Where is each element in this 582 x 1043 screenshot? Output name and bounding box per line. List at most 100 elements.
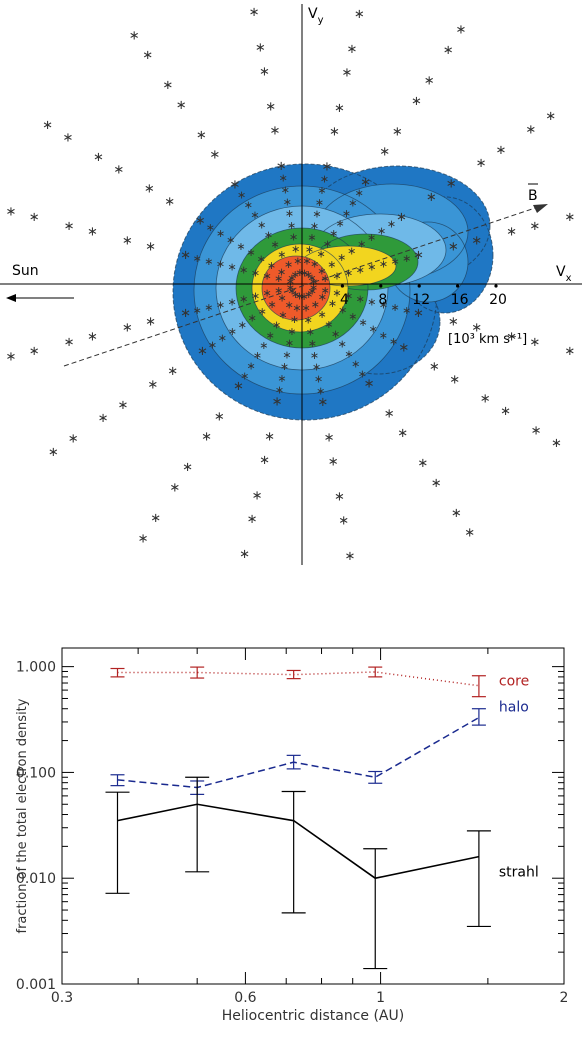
marker: ∗ <box>216 258 225 271</box>
marker: ∗ <box>304 268 313 281</box>
error-bar <box>368 770 383 784</box>
marker: ∗ <box>348 310 357 323</box>
marker: ∗ <box>334 101 345 116</box>
marker: ∗ <box>321 160 332 175</box>
marker: ∗ <box>309 281 318 294</box>
marker: ∗ <box>277 265 286 278</box>
marker: ∗ <box>239 547 250 562</box>
marker: ∗ <box>268 298 277 311</box>
marker: ∗ <box>413 306 424 321</box>
marker: ∗ <box>259 64 270 79</box>
marker: ∗ <box>334 490 345 505</box>
marker: ∗ <box>236 240 245 253</box>
marker: ∗ <box>244 198 253 211</box>
marker: ∗ <box>283 195 292 208</box>
vx-tick-mark <box>417 284 421 288</box>
marker: ∗ <box>142 48 153 63</box>
marker: ∗ <box>308 284 317 297</box>
marker: ∗ <box>248 312 257 325</box>
marker: ∗ <box>310 349 319 362</box>
marker: ∗ <box>262 287 271 300</box>
marker: ∗ <box>431 476 442 491</box>
marker: ∗ <box>266 329 275 342</box>
marker: ∗ <box>332 287 341 300</box>
marker: ∗ <box>480 391 491 406</box>
marker: ∗ <box>525 123 536 138</box>
marker: ∗ <box>312 208 321 221</box>
marker: ∗ <box>529 335 540 350</box>
marker: ∗ <box>247 512 258 527</box>
series-core: core <box>110 666 529 698</box>
marker: ∗ <box>317 184 326 197</box>
field-direction-line <box>63 205 542 367</box>
marker: ∗ <box>302 255 311 268</box>
error-bar <box>363 848 388 970</box>
marker: ∗ <box>278 309 287 322</box>
marker: ∗ <box>237 188 246 201</box>
marker: ∗ <box>117 398 128 413</box>
marker: ∗ <box>204 255 213 268</box>
marker: ∗ <box>129 28 140 43</box>
marker: ∗ <box>299 290 308 303</box>
marker: ∗ <box>201 430 212 445</box>
marker: ∗ <box>564 210 575 225</box>
marker: ∗ <box>307 271 316 284</box>
field-direction-arrowhead <box>533 204 548 213</box>
marker: ∗ <box>182 460 193 475</box>
marker: ∗ <box>209 148 220 163</box>
marker: ∗ <box>277 291 286 304</box>
y-tick-label: 0.100 <box>16 765 56 781</box>
marker: ∗ <box>379 298 388 311</box>
marker: ∗ <box>329 124 340 139</box>
marker: ∗ <box>387 218 396 231</box>
error-bar <box>368 666 383 678</box>
x-tick-label: 2 <box>560 990 569 1006</box>
marker: ∗ <box>251 266 260 279</box>
marker: ∗ <box>164 194 175 209</box>
marker: ∗ <box>193 252 202 265</box>
marker: ∗ <box>167 364 178 379</box>
marker: ∗ <box>249 5 260 20</box>
marker: ∗ <box>302 302 311 315</box>
marker: ∗ <box>314 373 323 386</box>
marker: ∗ <box>64 219 75 234</box>
marker: ∗ <box>306 325 315 338</box>
x-tick-label: 1 <box>376 990 385 1006</box>
marker: ∗ <box>265 100 276 115</box>
marker: ∗ <box>342 207 351 220</box>
marker: ∗ <box>228 325 237 338</box>
marker: ∗ <box>228 295 237 308</box>
marker: ∗ <box>122 233 133 248</box>
marker: ∗ <box>324 318 333 331</box>
marker: ∗ <box>138 531 149 546</box>
marker: ∗ <box>357 238 366 251</box>
marker: ∗ <box>64 335 75 350</box>
marker: ∗ <box>531 423 542 438</box>
marker: ∗ <box>338 338 347 351</box>
marker: ∗ <box>197 344 208 359</box>
error-bar <box>105 791 130 894</box>
marker: ∗ <box>426 190 437 205</box>
marker: ∗ <box>309 275 318 288</box>
x-axis-title: Heliocentric distance (AU) <box>222 1008 404 1024</box>
marker: ∗ <box>292 301 301 314</box>
marker: ∗ <box>214 409 225 424</box>
marker: ∗ <box>29 344 40 359</box>
marker: ∗ <box>392 124 403 139</box>
marker: ∗ <box>87 225 98 240</box>
sun-label: Sun <box>12 263 39 279</box>
marker: ∗ <box>332 269 341 282</box>
vx-tick-label: 12 <box>412 292 430 308</box>
marker: ∗ <box>229 178 240 193</box>
distribution-contours <box>172 163 494 421</box>
marker: ∗ <box>291 243 300 256</box>
marker: ∗ <box>122 321 133 336</box>
marker: ∗ <box>262 269 271 282</box>
marker: ∗ <box>304 313 313 326</box>
marker: ∗ <box>193 304 202 317</box>
marker: ∗ <box>264 228 273 241</box>
marker: ∗ <box>443 43 454 58</box>
marker: ∗ <box>274 272 283 285</box>
marker: ∗ <box>310 258 319 271</box>
marker: ∗ <box>238 318 247 331</box>
